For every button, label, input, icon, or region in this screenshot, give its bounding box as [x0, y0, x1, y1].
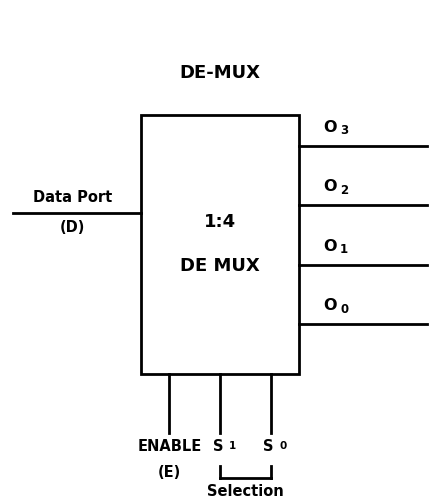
- Text: DE-MUX: DE-MUX: [180, 64, 260, 82]
- Text: S: S: [263, 439, 274, 454]
- Text: 0: 0: [279, 441, 286, 451]
- Text: O: O: [323, 179, 337, 194]
- Text: ENABLE: ENABLE: [137, 439, 202, 454]
- Text: O: O: [323, 120, 337, 134]
- Text: (E): (E): [158, 465, 181, 480]
- Bar: [141, 115, 299, 374]
- Text: Selection: Selection: [207, 484, 284, 498]
- Text: 0: 0: [340, 303, 348, 316]
- Text: O: O: [323, 298, 337, 313]
- Text: O: O: [323, 239, 337, 254]
- Text: 3: 3: [340, 124, 348, 137]
- Text: S: S: [213, 439, 223, 454]
- Text: 1:4: 1:4: [204, 213, 236, 231]
- Text: DE MUX: DE MUX: [180, 257, 260, 275]
- Text: (D): (D): [60, 221, 85, 236]
- Text: 1: 1: [229, 441, 236, 451]
- Text: 1: 1: [340, 243, 348, 256]
- Text: Data Port: Data Port: [33, 190, 112, 206]
- Text: 2: 2: [340, 184, 348, 197]
